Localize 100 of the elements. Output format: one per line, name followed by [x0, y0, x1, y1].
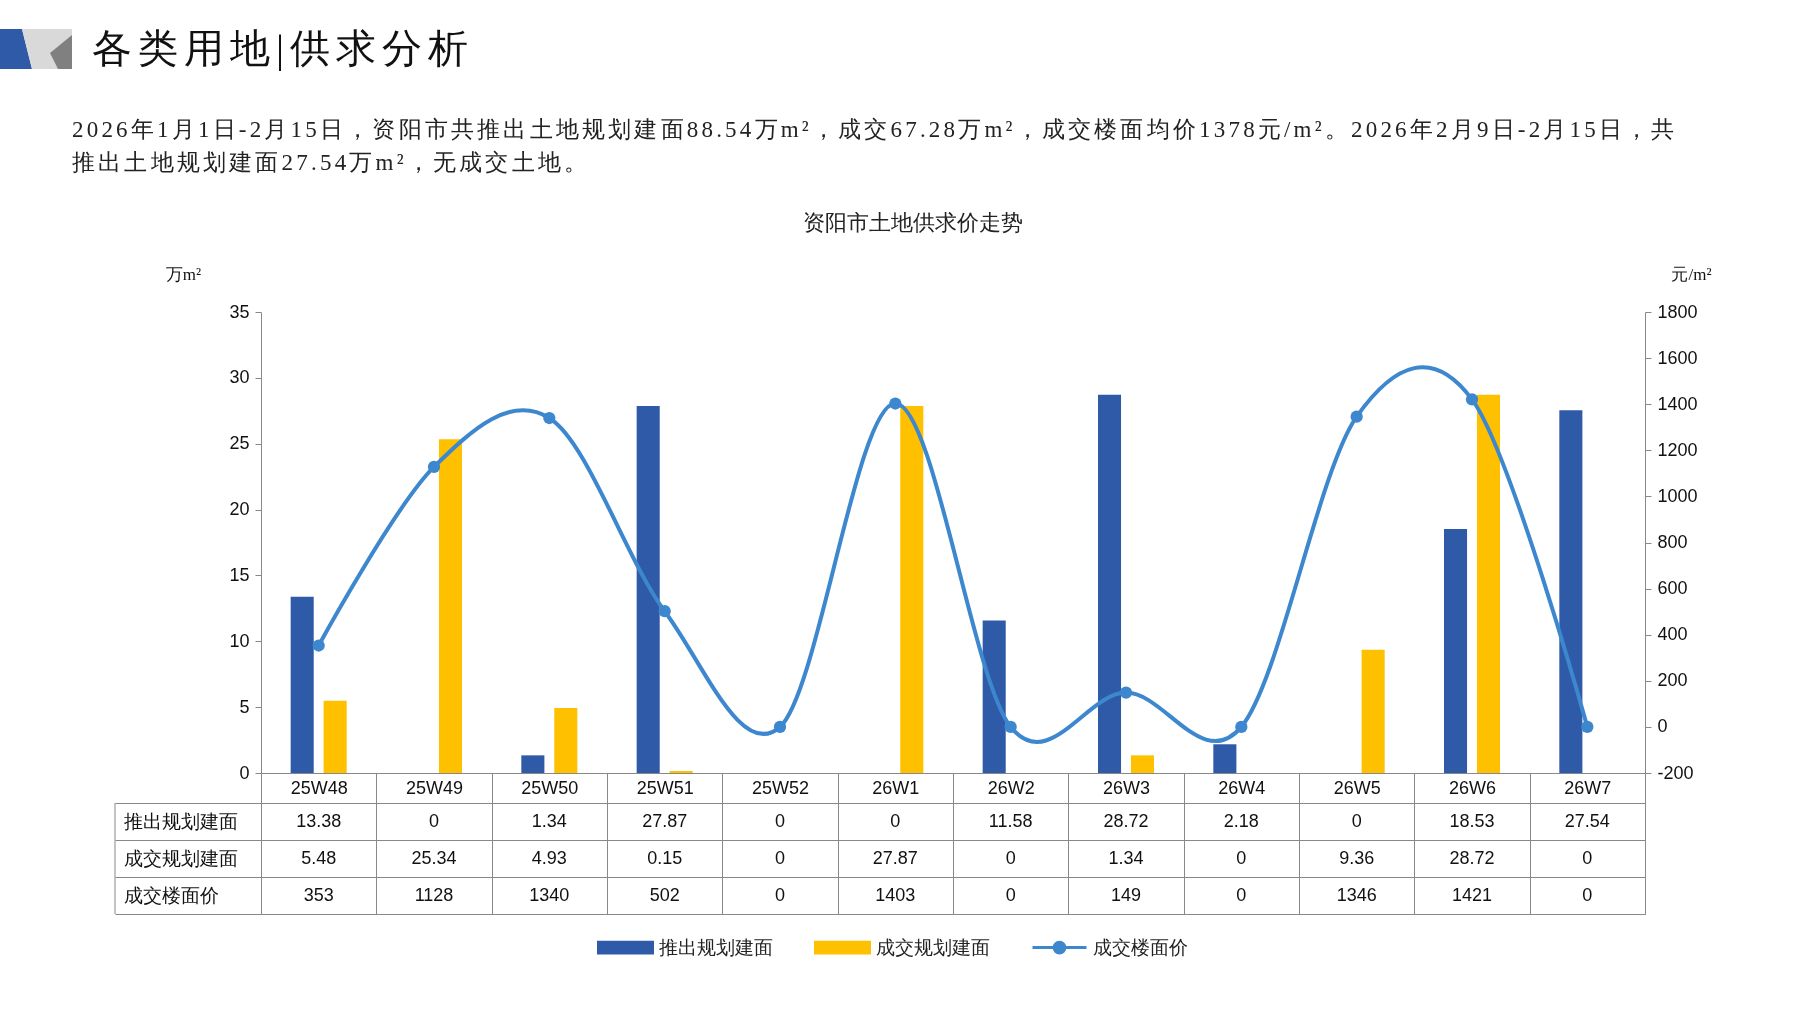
data-label: 13.38: [296, 810, 342, 831]
data-label: 149: [1110, 884, 1142, 905]
data-label: 0: [1236, 847, 1247, 868]
x-tick-label: 26W5: [1333, 777, 1381, 798]
data-label: 27.54: [1564, 810, 1610, 831]
bar: [1443, 528, 1468, 773]
y2-tick-label: 1400: [1657, 393, 1698, 414]
x-tick-label: 25W49: [405, 777, 464, 798]
text: 成交规划建面: [123, 848, 238, 869]
y-tick-label: 15: [229, 564, 250, 585]
chart-title: 资阳市土地供求价走势: [802, 210, 1023, 235]
bar: [290, 596, 314, 773]
data-label: 0: [1005, 847, 1016, 868]
y2-tick-label: -200: [1657, 762, 1694, 783]
y2-tick-label: 1600: [1657, 347, 1698, 368]
bar: [1130, 755, 1155, 773]
data-label: 1340: [529, 884, 570, 905]
point: [1235, 720, 1248, 734]
data-label: 1128: [414, 884, 454, 905]
bar: [323, 700, 347, 773]
x-tick-label: 26W4: [1218, 777, 1266, 798]
text: 推出规划建面: [123, 811, 238, 832]
data-label: 1346: [1336, 884, 1377, 905]
y2-tick-label: 200: [1657, 670, 1688, 691]
point: [312, 639, 325, 652]
data-label: 0: [1005, 884, 1016, 905]
y-tick-label: 0: [239, 762, 250, 783]
data-label: 0: [774, 810, 786, 831]
data-label: 0: [774, 884, 786, 905]
data-label: 1421: [1451, 884, 1493, 905]
data-label: 1403: [875, 884, 916, 905]
data-label: 27.87: [872, 847, 918, 868]
data-label: 27.87: [642, 810, 688, 831]
text: 成交楼面价: [123, 885, 219, 906]
point: [543, 411, 556, 425]
bar: [636, 405, 660, 773]
bar: [438, 439, 463, 773]
x-tick-label: 26W6: [1448, 777, 1497, 798]
x-tick-label: 25W51: [636, 777, 694, 798]
y-tick-label: 20: [229, 499, 250, 520]
y2-tick-label: 1200: [1657, 439, 1698, 460]
point: [1119, 686, 1133, 699]
point: [1465, 393, 1479, 406]
x-tick-label: 26W1: [872, 777, 920, 798]
y-tick-label: 25: [229, 433, 250, 454]
data-label: 0: [1582, 847, 1593, 868]
legend-label: 推出规划建面: [659, 936, 773, 958]
x-tick-label: 26W2: [987, 777, 1035, 798]
bar: [554, 708, 578, 773]
data-label: 502: [649, 884, 680, 905]
y2-tick-label: 1000: [1657, 485, 1698, 506]
point: [773, 720, 787, 734]
bar: [982, 620, 1006, 773]
y-tick-label: 30: [229, 367, 250, 388]
point: [889, 397, 902, 410]
point: [658, 605, 671, 618]
bar: [900, 405, 924, 773]
data-label: 18.53: [1449, 810, 1495, 831]
legend-label: 成交规划建面: [876, 936, 990, 958]
data-label: 5.48: [301, 847, 337, 868]
data-label: 28.72: [1449, 847, 1495, 868]
data-label: 0: [1351, 810, 1362, 831]
bar: [1097, 394, 1122, 773]
point: [1004, 720, 1017, 734]
x-tick-label: 26W7: [1564, 777, 1612, 798]
bar: [521, 755, 545, 773]
y-axis-title: 万m²: [165, 264, 202, 284]
data-label: 0: [774, 847, 786, 868]
x-tick-label: 25W48: [290, 777, 348, 798]
y-tick-label: 5: [239, 696, 250, 717]
text: 各类用地|供求分析: [92, 25, 475, 73]
bar: [1213, 744, 1237, 773]
data-label: 4.93: [531, 847, 567, 868]
y2-tick-label: 800: [1657, 532, 1688, 552]
point: [427, 460, 441, 474]
y2-tick-label: 400: [1657, 624, 1688, 645]
bar: [1361, 649, 1385, 773]
data-label: 0: [890, 810, 901, 831]
bar: [1476, 394, 1501, 773]
point: [1581, 720, 1594, 734]
data-label: 1.34: [531, 810, 567, 831]
data-label: 9.36: [1339, 847, 1375, 868]
data-label: 1.34: [1108, 847, 1144, 868]
x-tick-label: 25W52: [751, 777, 810, 798]
data-label: 0: [428, 810, 440, 831]
data-label: 28.72: [1103, 810, 1149, 831]
data-label: 2.18: [1223, 810, 1259, 831]
y2-tick-label: 0: [1657, 716, 1668, 737]
y2-tick-label: 600: [1657, 578, 1688, 599]
y-tick-label: 35: [229, 301, 250, 322]
legend-label: 成交楼面价: [1093, 936, 1188, 958]
data-label: 0.15: [647, 847, 683, 868]
y2-axis-title: 元/m²: [1671, 264, 1712, 284]
y2-tick-label: 1800: [1657, 301, 1698, 322]
data-label: 0: [1582, 884, 1593, 905]
point: [1350, 410, 1363, 423]
text: 2026年1月1日-2月15日，资阳市共推出土地规划建面88.54万m²，成交67.28万m²，成交楼面均价1378元/m²。2026年2月9日-2月15日，共推出土地规划建面27.54万m²，无成交土地。: [72, 116, 1679, 177]
bar: [1559, 410, 1583, 773]
data-label: 11.58: [988, 810, 1033, 831]
data-label: 0: [1236, 884, 1247, 905]
